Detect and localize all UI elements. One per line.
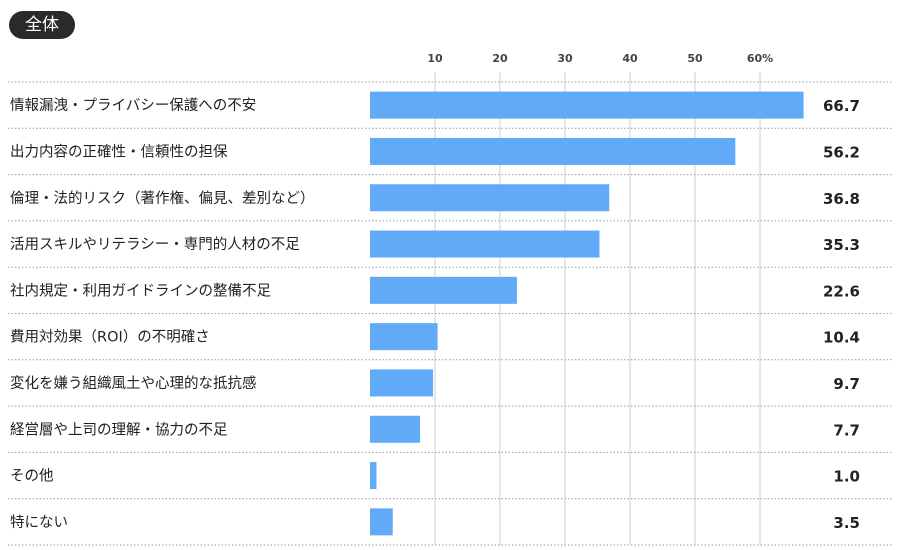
value-label: 56.2 [823,143,860,161]
value-label: 7.7 [833,421,860,439]
value-label: 10.4 [823,329,860,347]
category-label: 情報漏洩・プライバシー保護への不安 [10,97,256,114]
value-label: 35.3 [823,236,860,254]
bar [370,369,434,397]
category-label: 変化を嫌う組織風土や心理的な抵抗感 [10,375,257,392]
x-tick-label: 60% [747,52,773,65]
x-tick-label: 30 [557,52,573,65]
x-tick-label: 10 [427,52,443,65]
category-label: 出力内容の正確性・信頼性の担保 [10,143,228,160]
value-label: 22.6 [823,282,860,300]
x-tick-label: 50 [687,52,703,65]
category-label: 社内規定・利用ガイドラインの整備不足 [10,282,271,299]
value-label: 36.8 [823,190,860,208]
bar [370,276,517,304]
bar [370,323,438,351]
category-label: その他 [10,468,54,485]
category-label: 特にない [10,514,68,531]
value-label: 9.7 [833,375,860,393]
category-label: 費用対効果（ROI）の不明確さ [10,329,210,346]
bar [370,415,421,443]
x-tick-label: 40 [622,52,638,65]
bar [370,462,377,490]
bar [370,184,610,212]
bar [370,230,600,258]
x-tick-label: 20 [492,52,508,65]
bar [370,508,393,536]
value-label: 3.5 [833,514,860,532]
bar [370,137,736,165]
segment-badge: 全体 [9,11,75,39]
category-label: 活用スキルやリテラシー・専門的人材の不足 [10,236,300,253]
category-label: 倫理・法的リスク（著作権、偏見、差別など） [10,190,315,207]
category-label: 経営層や上司の理解・協力の不足 [10,421,228,438]
bar [370,91,804,119]
value-label: 66.7 [823,97,860,115]
value-label: 1.0 [833,468,860,486]
